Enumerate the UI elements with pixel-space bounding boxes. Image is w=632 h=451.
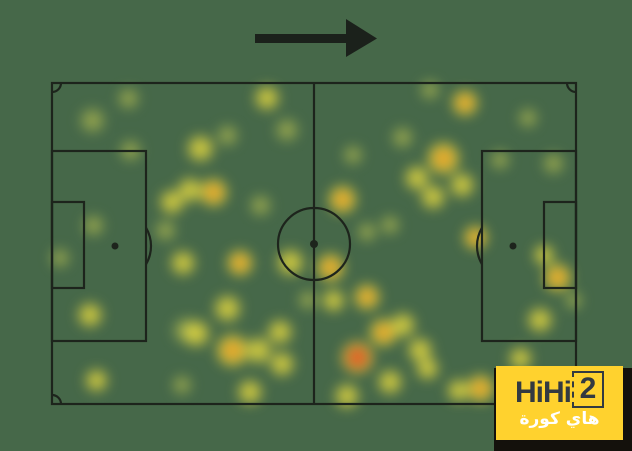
heat-blob bbox=[148, 213, 182, 247]
heat-blob bbox=[79, 363, 113, 397]
heat-blob bbox=[559, 286, 587, 314]
heat-blob bbox=[270, 242, 310, 282]
heat-blob bbox=[410, 351, 444, 385]
heat-blob bbox=[111, 81, 145, 115]
heat-blob bbox=[329, 378, 365, 414]
heat-blob bbox=[338, 140, 368, 170]
heat-blob bbox=[349, 279, 385, 315]
brand-tagline-arabic: هاي كورة bbox=[519, 409, 600, 430]
heat-blob bbox=[441, 373, 475, 407]
goal-area-right bbox=[542, 200, 578, 290]
heat-blob bbox=[45, 243, 75, 273]
brand-watermark: HiHi 2 هاي كورة bbox=[496, 366, 623, 440]
penalty-arc-right bbox=[475, 227, 483, 265]
heat-blob bbox=[444, 167, 480, 203]
heat-blob bbox=[447, 85, 483, 121]
heat-blob bbox=[222, 245, 258, 281]
heat-blob bbox=[167, 370, 197, 400]
heat-blob bbox=[372, 364, 408, 400]
brand-two-box: 2 bbox=[572, 370, 604, 408]
penalty-spot-left bbox=[111, 242, 119, 250]
heat-blob bbox=[76, 208, 110, 242]
heat-blob bbox=[207, 288, 247, 328]
centre-circle bbox=[276, 206, 352, 282]
heat-blob bbox=[385, 120, 419, 154]
centre-spot bbox=[310, 240, 318, 248]
heat-blob bbox=[513, 103, 543, 133]
heat-blob bbox=[176, 313, 216, 353]
brand-name: HiHi bbox=[515, 376, 572, 410]
heat-blob bbox=[458, 220, 492, 254]
heat-blob bbox=[210, 118, 244, 152]
heat-blob bbox=[72, 297, 108, 333]
heat-blob bbox=[243, 188, 277, 222]
heat-blob bbox=[165, 245, 201, 281]
brand-two: 2 bbox=[579, 371, 597, 405]
heat-blob bbox=[264, 346, 300, 382]
penalty-arc-left bbox=[145, 227, 153, 265]
heat-blob bbox=[316, 283, 350, 317]
goal-area-left bbox=[50, 200, 86, 290]
heat-blob bbox=[415, 75, 445, 105]
heat-blob bbox=[269, 112, 305, 148]
brand-row: HiHi 2 bbox=[515, 370, 604, 410]
heat-blob bbox=[249, 80, 285, 116]
heat-blob bbox=[72, 100, 112, 140]
heat-blob bbox=[522, 302, 558, 338]
heat-blob bbox=[262, 314, 298, 350]
penalty-spot-right bbox=[509, 242, 517, 250]
heat-blob bbox=[352, 217, 382, 247]
